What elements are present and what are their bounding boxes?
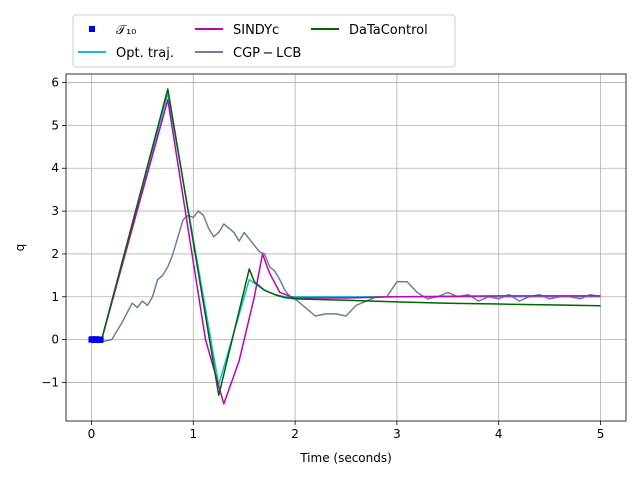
y-tick-label: 5 <box>51 118 59 132</box>
legend-entry-2: SINDYc <box>195 23 279 38</box>
legend-entry-4: DaTaControl <box>311 23 428 38</box>
legend-label: CGP − LCB <box>233 46 301 61</box>
x-tick-label: 0 <box>88 427 96 441</box>
series-line-cgp-lcb-3 <box>91 210 601 343</box>
y-tick-label: 6 <box>51 76 59 90</box>
legend-label: Opt. traj. <box>116 46 174 61</box>
legend-marker <box>89 26 95 32</box>
series-line-datacontrol-4 <box>91 88 601 397</box>
legend-entry-1: Opt. traj. <box>78 46 174 61</box>
grid <box>66 74 626 421</box>
legend-label: SINDYc <box>233 23 279 38</box>
plot-frame <box>65 73 627 422</box>
x-tick-label: 2 <box>291 427 299 441</box>
y-tick-label: 1 <box>51 290 59 304</box>
x-axis-label: Time (seconds) <box>299 451 392 465</box>
legend-box <box>72 14 456 68</box>
legend-label: DaTaControl <box>349 23 428 38</box>
y-tick-label: 0 <box>51 333 59 347</box>
ticks: 0 1 2 3 4 5 −1 0 1 2 3 4 5 6 <box>41 76 604 441</box>
y-tick-label: 3 <box>51 204 59 218</box>
series-group <box>88 88 601 405</box>
x-tick-label: 5 <box>597 427 605 441</box>
y-tick-label: −1 <box>41 375 59 389</box>
y-tick-label: 2 <box>51 247 59 261</box>
y-axis-label: q <box>13 244 27 252</box>
x-tick-label: 3 <box>393 427 401 441</box>
series-marker-t10 <box>97 336 104 343</box>
y-tick-label: 4 <box>51 161 59 175</box>
series-line-sindyc-2 <box>91 98 601 405</box>
legend-label: 𝒯₁₀ <box>116 23 136 38</box>
legend: 𝒯₁₀ Opt. traj. SINDYc CGP − LCB DaTaControl <box>72 14 456 68</box>
x-tick-label: 4 <box>495 427 503 441</box>
legend-entry-3: CGP − LCB <box>195 46 301 61</box>
legend-entry-0: 𝒯₁₀ <box>89 23 136 38</box>
x-tick-label: 1 <box>189 427 197 441</box>
